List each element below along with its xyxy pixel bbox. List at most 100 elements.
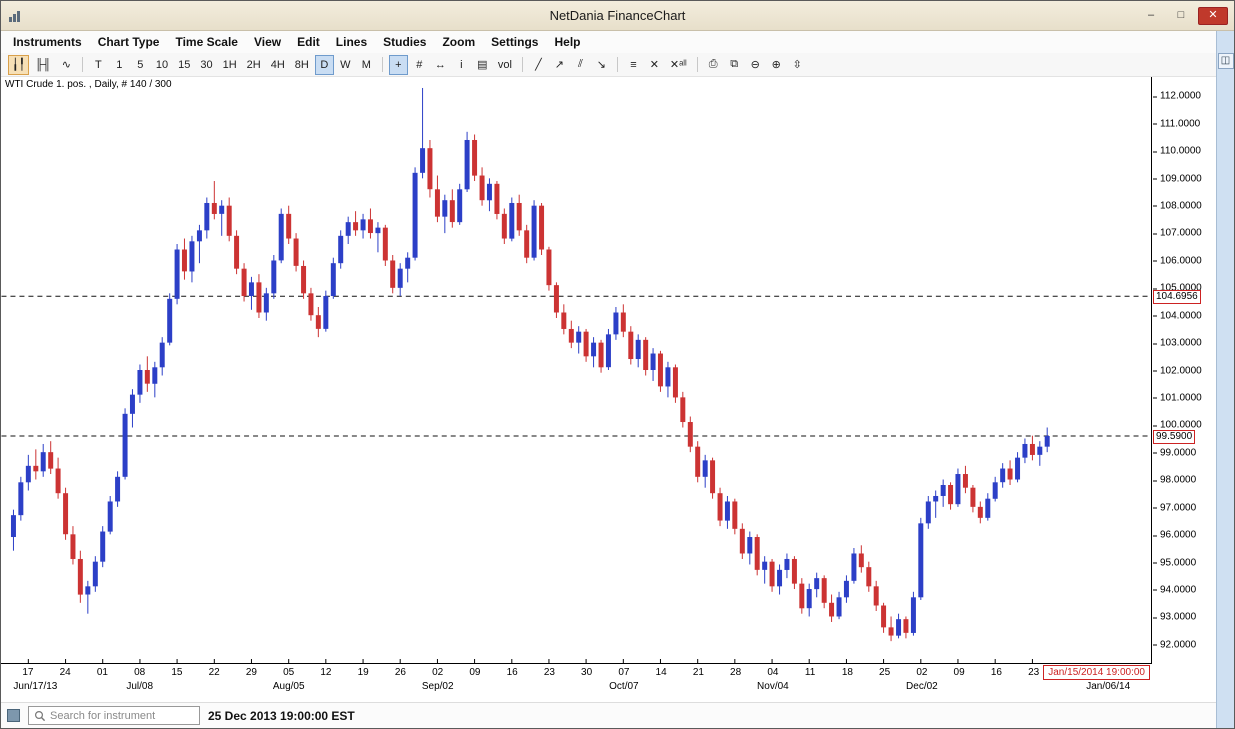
print-button[interactable]: ⎙ xyxy=(704,55,723,75)
side-panel-toggle[interactable]: ◫ xyxy=(1218,53,1234,69)
horizontal-scroll-button[interactable]: ↔ xyxy=(431,55,450,75)
snapshot-button[interactable]: ⧉ xyxy=(725,55,744,75)
time-axis-month-label: Jul/08 xyxy=(126,681,153,692)
fit-scale-button[interactable]: ⇳ xyxy=(788,55,807,75)
timeframe-tick[interactable]: T xyxy=(89,55,108,75)
titlebar[interactable]: NetDania FinanceChart – □ ✕ xyxy=(1,1,1234,31)
time-axis-month-label: Nov/04 xyxy=(757,681,789,692)
time-axis-month-label: Oct/07 xyxy=(609,681,638,692)
time-axis-tick-label: 14 xyxy=(656,667,667,678)
menu-lines[interactable]: Lines xyxy=(328,33,375,51)
time-axis-tick-label: 25 xyxy=(879,667,890,678)
timeframe-weekly[interactable]: W xyxy=(336,55,355,75)
time-axis-tick-label: 16 xyxy=(991,667,1002,678)
delete-all-lines-button[interactable]: ✕ᵃˡˡ xyxy=(666,55,691,75)
window-title: NetDania FinanceChart xyxy=(1,8,1234,23)
delete-line-button[interactable]: ✕ xyxy=(645,55,664,75)
time-axis-tick-label: 16 xyxy=(507,667,518,678)
chart-region: WTI Crude 1. pos. , Daily, # 140 / 300 1… xyxy=(1,77,1216,702)
ohlc-bars-button[interactable]: ╟╢ xyxy=(31,55,55,75)
zoom-out-button[interactable]: ⊖ xyxy=(746,55,765,75)
price-axis-label: 106.0000 xyxy=(1153,255,1202,266)
price-axis-label: 112.0000 xyxy=(1153,91,1201,102)
time-axis-tick-label: 07 xyxy=(618,667,629,678)
crosshair-button[interactable]: + xyxy=(389,55,408,75)
price-axis-label: 108.0000 xyxy=(1153,200,1202,211)
search-input[interactable] xyxy=(50,710,194,722)
grid-button[interactable]: # xyxy=(410,55,429,75)
time-axis-tick-label: 30 xyxy=(581,667,592,678)
zoom-in-button[interactable]: ⊕ xyxy=(767,55,786,75)
menu-view[interactable]: View xyxy=(246,33,289,51)
minimize-button[interactable]: – xyxy=(1138,7,1164,25)
toolbar-separator xyxy=(382,57,383,72)
time-axis-month-label: Jun/17/13 xyxy=(13,681,57,692)
timeframe-30[interactable]: 30 xyxy=(196,55,216,75)
price-axis-label: 99.0000 xyxy=(1153,447,1196,458)
time-axis-tick-label: 05 xyxy=(283,667,294,678)
trend-line-button[interactable]: ╱ xyxy=(529,55,548,75)
parallel-channel-button[interactable]: ⫽ xyxy=(571,55,590,75)
lines-list-button[interactable]: ≡ xyxy=(624,55,643,75)
menu-studies[interactable]: Studies xyxy=(375,33,434,51)
time-axis-tick-label: 29 xyxy=(246,667,257,678)
time-axis-tick-label: 17 xyxy=(22,667,33,678)
axis-corner xyxy=(1152,664,1216,702)
price-axis-label: 96.0000 xyxy=(1153,530,1196,541)
trend-ray-button[interactable]: ↗ xyxy=(550,55,569,75)
chart-instrument-label: WTI Crude 1. pos. , Daily, # 140 / 300 xyxy=(5,79,172,90)
price-axis-label: 98.0000 xyxy=(1153,475,1196,486)
menu-chart-type[interactable]: Chart Type xyxy=(90,33,168,51)
timeframe-15[interactable]: 15 xyxy=(174,55,194,75)
price-axis-label: 93.0000 xyxy=(1153,612,1196,623)
candlestick-chart-button[interactable]: ╽╿ xyxy=(8,55,29,75)
info-button[interactable]: i xyxy=(452,55,471,75)
time-axis-tick-label: 21 xyxy=(693,667,704,678)
candlestick-chart[interactable] xyxy=(1,77,1152,664)
timeframe-4h[interactable]: 4H xyxy=(267,55,289,75)
volume-button[interactable]: vol xyxy=(494,55,516,75)
price-axis-label: 104.0000 xyxy=(1153,310,1202,321)
line-chart-button[interactable]: ∿ xyxy=(57,55,76,75)
price-axis-label: 103.0000 xyxy=(1153,338,1202,349)
last-date-label: Jan/15/2014 19:00:00 xyxy=(1043,665,1150,680)
time-axis-tick-label: 22 xyxy=(209,667,220,678)
timeframe-1h[interactable]: 1H xyxy=(219,55,241,75)
price-axis-label: 95.0000 xyxy=(1153,557,1196,568)
menu-edit[interactable]: Edit xyxy=(289,33,328,51)
close-button[interactable]: ✕ xyxy=(1198,7,1228,25)
timeframe-2h[interactable]: 2H xyxy=(243,55,265,75)
arrow-annotation-button[interactable]: ↘ xyxy=(592,55,611,75)
timeframe-monthly[interactable]: M xyxy=(357,55,376,75)
timeframe-8h[interactable]: 8H xyxy=(291,55,313,75)
time-axis-tick-label: 15 xyxy=(171,667,182,678)
menu-zoom[interactable]: Zoom xyxy=(434,33,483,51)
app-window: NetDania FinanceChart – □ ✕ InstrumentsC… xyxy=(0,0,1235,729)
price-axis[interactable]: 112.0000111.0000110.0000109.0000108.0000… xyxy=(1152,77,1216,664)
menu-help[interactable]: Help xyxy=(546,33,588,51)
time-axis-tick-label: 12 xyxy=(320,667,331,678)
time-axis-tick-label: 02 xyxy=(916,667,927,678)
toolbar-separator xyxy=(522,57,523,72)
timeframe-5[interactable]: 5 xyxy=(131,55,150,75)
menu-instruments[interactable]: Instruments xyxy=(5,33,90,51)
maximize-button[interactable]: □ xyxy=(1168,7,1194,25)
time-axis-tick-label: 08 xyxy=(134,667,145,678)
menu-time-scale[interactable]: Time Scale xyxy=(167,33,245,51)
price-axis-label: 101.0000 xyxy=(1153,392,1202,403)
time-axis-tick-label: 23 xyxy=(544,667,555,678)
time-axis-tick-label: 23 xyxy=(1028,667,1039,678)
timeframe-1[interactable]: 1 xyxy=(110,55,129,75)
menubar: InstrumentsChart TypeTime ScaleViewEditL… xyxy=(1,31,1216,53)
time-axis[interactable]: Jan/15/2014 19:00:00 1724010815222905121… xyxy=(1,664,1152,702)
time-axis-month-label: Aug/05 xyxy=(273,681,305,692)
ohlc-data-button[interactable]: ▤ xyxy=(473,55,492,75)
menu-settings[interactable]: Settings xyxy=(483,33,546,51)
time-axis-tick-label: 04 xyxy=(767,667,778,678)
time-axis-tick-label: 02 xyxy=(432,667,443,678)
timeframe-daily[interactable]: D xyxy=(315,55,334,75)
statusbar: 25 Dec 2013 19:00:00 EST xyxy=(1,702,1216,728)
side-panel-rail: ◫ xyxy=(1216,31,1234,728)
price-axis-label: 92.0000 xyxy=(1153,639,1196,650)
timeframe-10[interactable]: 10 xyxy=(152,55,172,75)
